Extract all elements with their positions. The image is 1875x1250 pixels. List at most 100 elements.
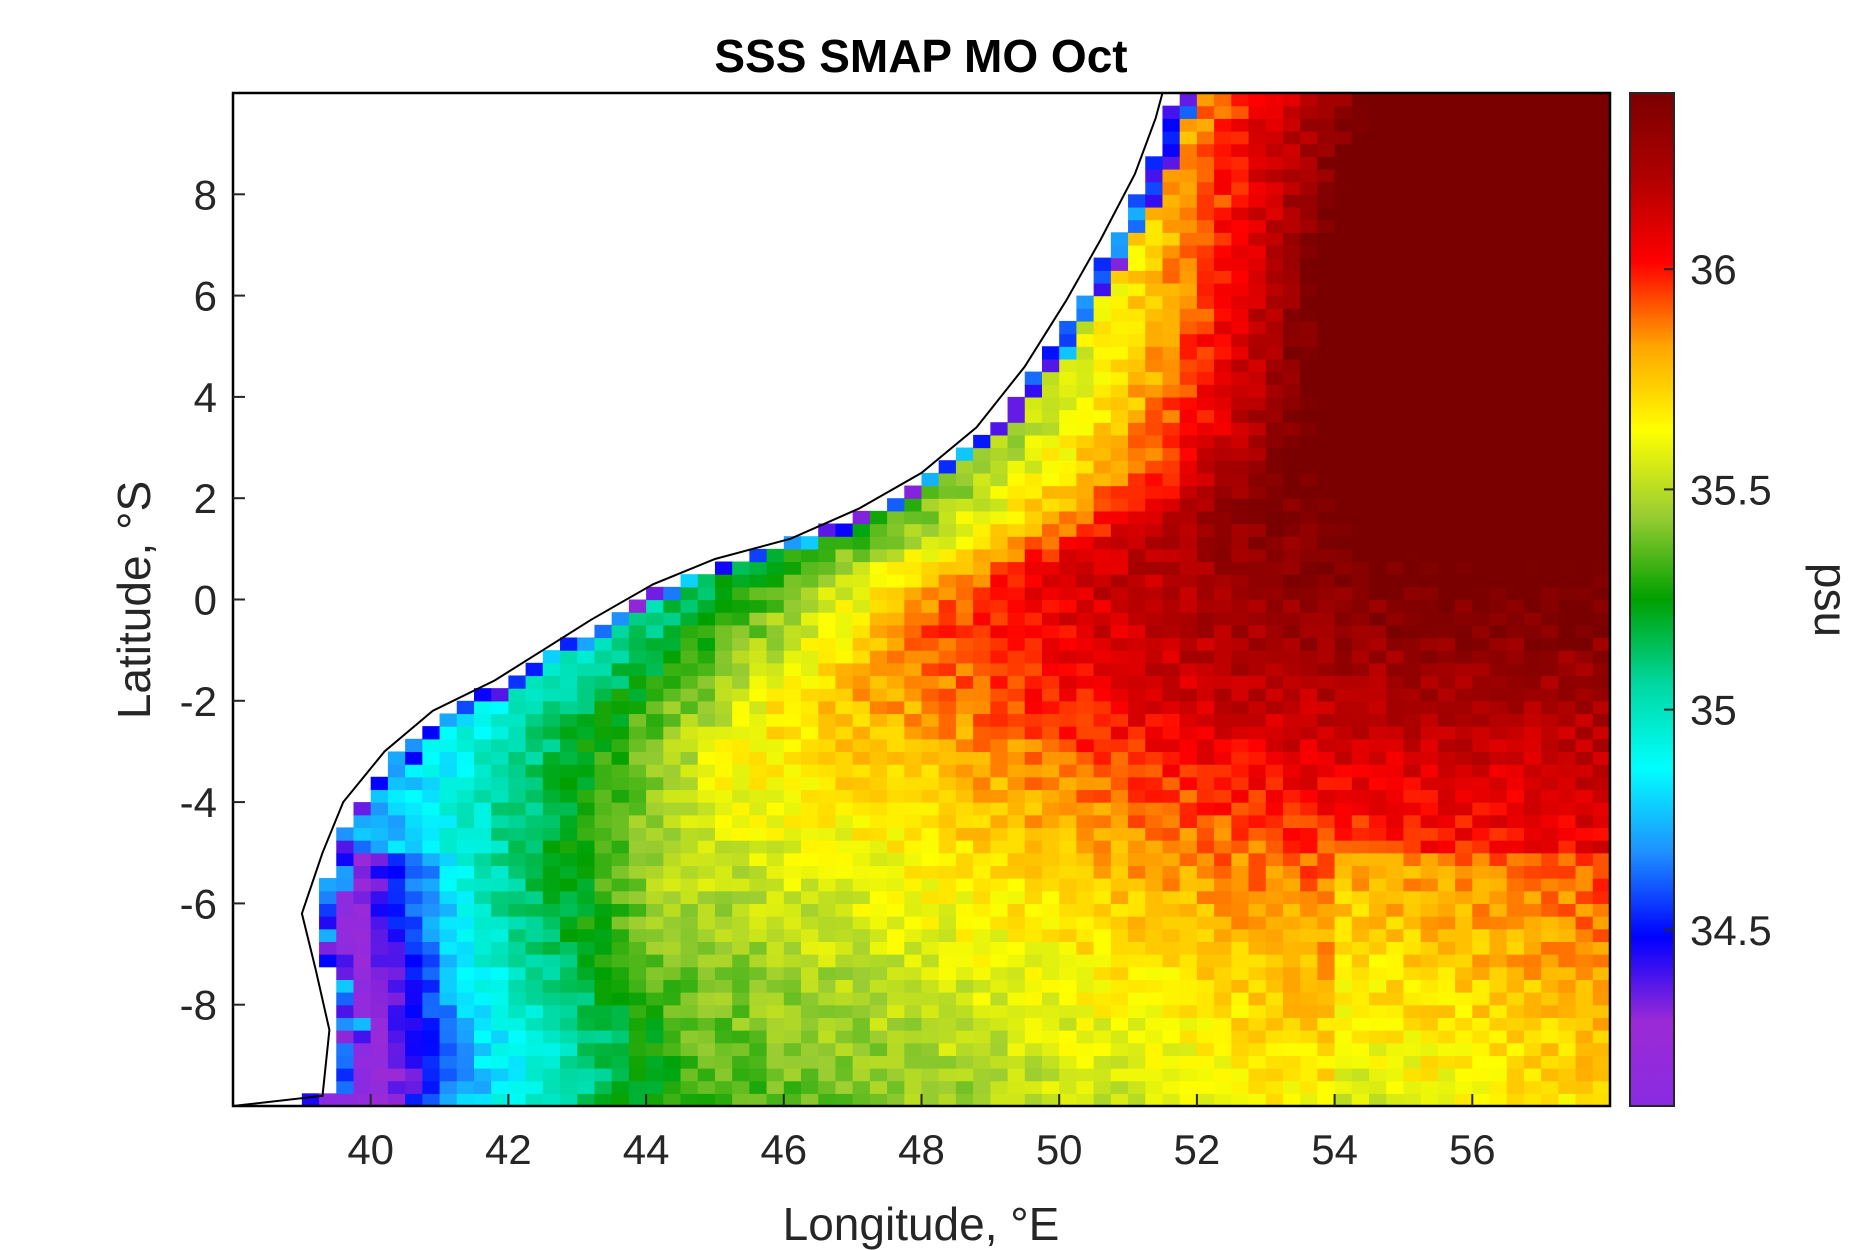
heatmap-cell: [1386, 333, 1405, 347]
heatmap-cell: [560, 916, 578, 930]
heatmap-cell: [1059, 434, 1078, 449]
heatmap-cell: [1162, 675, 1181, 689]
heatmap-cell: [955, 979, 974, 993]
heatmap-cell: [680, 764, 699, 778]
heatmap-cell: [1300, 194, 1318, 208]
heatmap-cell: [1231, 409, 1250, 423]
heatmap-cell: [697, 992, 716, 1006]
heatmap-cell: [732, 713, 750, 727]
heatmap-cell: [1437, 409, 1456, 423]
heatmap-cell: [921, 574, 940, 588]
heatmap-cell: [1024, 1093, 1043, 1106]
heatmap-cell: [1110, 941, 1129, 955]
heatmap-cell: [835, 700, 854, 715]
heatmap-cell: [491, 738, 509, 753]
heatmap-cell: [835, 814, 854, 829]
heatmap-cell: [1162, 1093, 1181, 1106]
heatmap-cell: [1541, 460, 1559, 474]
heatmap-cell: [1076, 586, 1095, 601]
heatmap-cell: [921, 472, 940, 487]
heatmap-cell: [1248, 472, 1267, 487]
heatmap-cell: [473, 840, 492, 854]
heatmap-cell: [1489, 447, 1508, 461]
heatmap-cell: [990, 928, 1009, 942]
heatmap-cell: [766, 865, 785, 879]
heatmap-cell: [835, 865, 854, 879]
heatmap-cell: [1334, 840, 1353, 854]
heatmap-cell: [1351, 384, 1370, 398]
heatmap-cell: [1041, 523, 1060, 537]
heatmap-cell: [1214, 422, 1232, 436]
heatmap-cell: [1472, 510, 1491, 525]
heatmap-cell: [1231, 840, 1250, 854]
heatmap-cell: [921, 637, 940, 651]
heatmap-cell: [938, 979, 957, 993]
heatmap-cell: [835, 776, 854, 791]
heatmap-cell: [904, 979, 923, 993]
heatmap-cell: [611, 979, 630, 993]
heatmap-cell: [749, 1030, 768, 1044]
heatmap-cell: [1592, 93, 1610, 107]
heatmap-cell: [1110, 700, 1129, 715]
heatmap-cell: [405, 916, 423, 930]
heatmap-cell: [904, 852, 923, 867]
heatmap-cell: [1145, 257, 1164, 271]
heatmap-cell: [560, 814, 578, 829]
heatmap-cell: [1386, 510, 1405, 525]
heatmap-cell: [1059, 776, 1078, 791]
heatmap-cell: [887, 586, 905, 601]
heatmap-cell: [560, 865, 578, 879]
heatmap-cell: [1558, 764, 1577, 778]
heatmap-cell: [1575, 789, 1594, 803]
heatmap-cell: [1437, 460, 1456, 474]
heatmap-cell: [1282, 548, 1301, 563]
heatmap-cell: [1369, 409, 1387, 423]
heatmap-cell: [835, 637, 854, 651]
heatmap-cell: [370, 1093, 389, 1106]
heatmap-cell: [955, 612, 974, 626]
heatmap-cell: [852, 878, 871, 892]
heatmap-cell: [1196, 865, 1215, 879]
heatmap-cell: [1437, 282, 1456, 297]
heatmap-cell: [1179, 941, 1198, 955]
heatmap-cell: [1248, 903, 1267, 917]
heatmap-cell: [508, 1030, 527, 1044]
heatmap-cell: [439, 903, 458, 917]
heatmap-cell: [611, 776, 630, 791]
heatmap-cell: [1386, 168, 1405, 183]
heatmap-cell: [1300, 700, 1318, 715]
heatmap-cell: [1592, 270, 1610, 284]
heatmap-cell: [801, 700, 819, 715]
heatmap-cell: [1403, 840, 1422, 854]
heatmap-cell: [1575, 308, 1594, 322]
heatmap-cell: [1128, 878, 1146, 892]
heatmap-cell: [921, 1042, 940, 1056]
heatmap-cell: [1489, 941, 1508, 955]
heatmap-cell: [1041, 966, 1060, 980]
heatmap-cell: [1334, 561, 1353, 575]
heatmap-cell: [1231, 979, 1250, 993]
heatmap-cell: [1334, 928, 1353, 942]
heatmap-cell: [1007, 1004, 1026, 1018]
heatmap-cell: [1265, 700, 1284, 715]
heatmap-cell: [904, 612, 923, 626]
heatmap-cell: [1575, 599, 1594, 613]
heatmap-cell: [542, 979, 561, 993]
heatmap-cell: [1282, 574, 1301, 588]
heatmap-cell: [1592, 181, 1610, 195]
heatmap-cell: [749, 878, 768, 892]
heatmap-cell: [508, 1004, 527, 1018]
heatmap-cell: [783, 916, 802, 930]
heatmap-cell: [1041, 1004, 1060, 1018]
heatmap-cell: [835, 599, 854, 613]
heatmap-cell: [1024, 485, 1043, 499]
heatmap-cell: [1386, 979, 1405, 993]
heatmap-cell: [1403, 966, 1422, 980]
heatmap-cell: [353, 1030, 372, 1044]
heatmap-cell: [801, 1055, 819, 1069]
heatmap-cell: [1248, 954, 1267, 968]
heatmap-cell: [1059, 878, 1078, 892]
heatmap-cell: [818, 561, 837, 575]
heatmap-cell: [1248, 928, 1267, 942]
heatmap-cell: [1334, 257, 1353, 271]
